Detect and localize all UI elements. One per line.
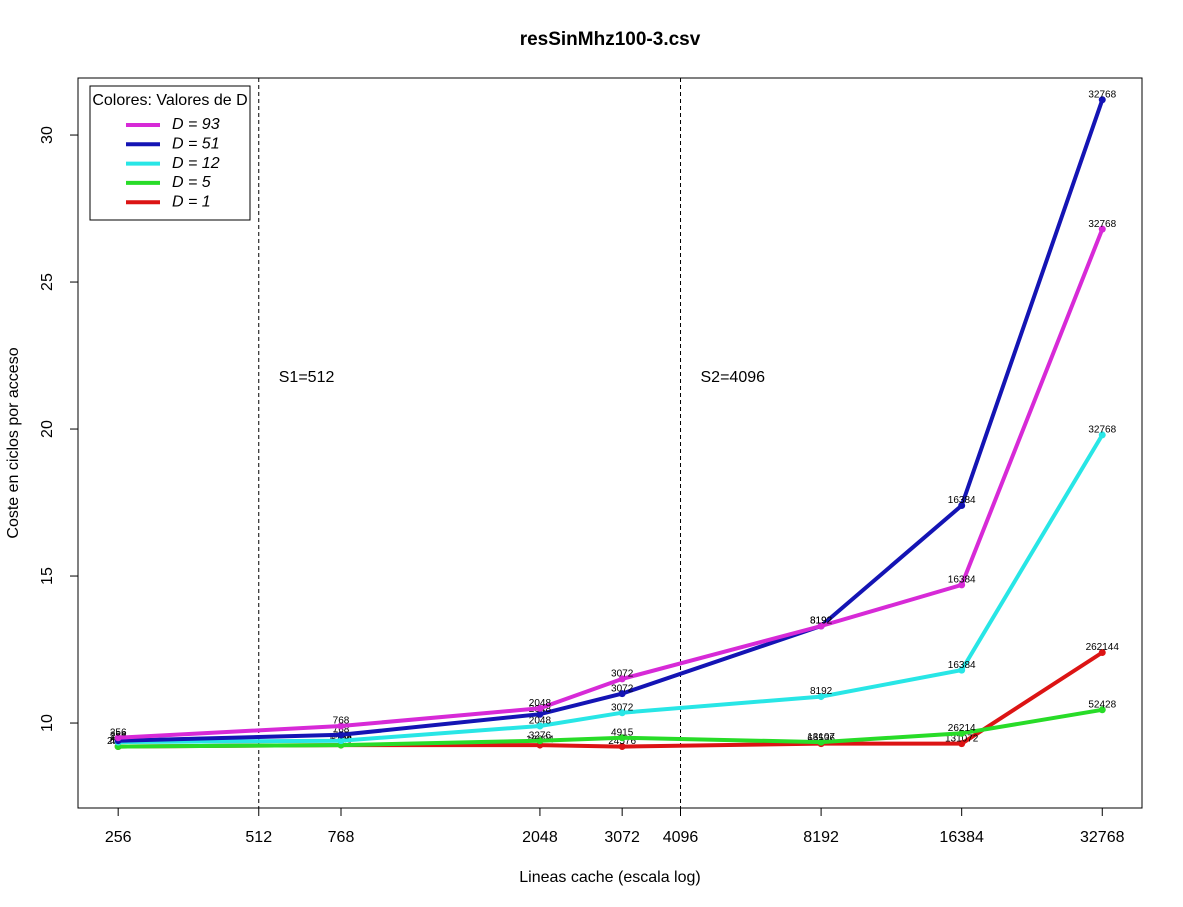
x-tick-label: 4096: [663, 829, 699, 846]
point: [1098, 431, 1106, 439]
point-label: 8192: [810, 616, 833, 627]
legend-box: [89, 85, 251, 221]
point: [618, 709, 626, 717]
point-label: 32768: [1088, 425, 1116, 436]
point-label: 3072: [611, 683, 634, 694]
point: [1098, 96, 1106, 104]
point: [114, 734, 122, 742]
point: [618, 743, 626, 751]
point-label: 3072: [611, 702, 634, 713]
point-label: 32768: [1088, 219, 1116, 230]
point: [958, 581, 966, 589]
point: [536, 710, 544, 718]
y-tick-label: 20: [39, 420, 56, 438]
point-label: 4915: [611, 727, 634, 738]
point: [337, 731, 345, 739]
legend-label: D = 93: [172, 116, 220, 133]
x-tick-label: 2048: [522, 829, 558, 846]
point: [618, 734, 626, 742]
point-label: 24576: [608, 736, 636, 747]
legend-label: D = 5: [172, 174, 211, 191]
x-axis-label: Lineas cache (escala log): [519, 869, 700, 886]
point: [958, 740, 966, 748]
point: [1098, 225, 1106, 233]
y-axis-label: Coste en ciclos por acceso: [5, 347, 22, 538]
point-label: 3072: [611, 669, 634, 680]
point: [1098, 648, 1106, 656]
legend-label: D = 12: [172, 155, 220, 172]
x-tick-label: 16384: [939, 829, 984, 846]
point-label: 16384: [948, 574, 976, 585]
y-tick-label: 25: [39, 273, 56, 291]
x-tick-label: 3072: [604, 829, 640, 846]
point: [337, 722, 345, 730]
x-tick-label: 768: [328, 829, 355, 846]
point: [958, 501, 966, 509]
y-tick-label: 30: [39, 126, 56, 144]
point: [817, 622, 825, 630]
point-label: 2048: [529, 716, 552, 727]
point-label: 16384: [948, 495, 976, 506]
point: [536, 737, 544, 745]
point-label: 32768: [1088, 89, 1116, 100]
legend-label: D = 51: [172, 136, 220, 153]
point-label: 262144: [1086, 642, 1120, 653]
point-label: 768: [333, 716, 350, 727]
point-label: 2048: [529, 698, 552, 709]
point-label: 8192: [810, 686, 833, 697]
point: [817, 738, 825, 746]
point: [1098, 706, 1106, 714]
point: [337, 737, 345, 745]
point: [958, 666, 966, 674]
point-label: 13107: [807, 732, 835, 743]
y-tick-label: 15: [39, 567, 56, 585]
x-tick-label: 512: [245, 829, 272, 846]
point: [618, 675, 626, 683]
legend-label: D = 1: [172, 193, 211, 210]
y-tick-label: 10: [39, 714, 56, 732]
point-label: 131072: [945, 733, 979, 744]
point: [618, 690, 626, 698]
chart-title: resSinMhz100-3.csv: [520, 29, 701, 50]
legend-title: Colores: Valores de D: [92, 92, 247, 109]
reference-label: S2=4096: [701, 369, 766, 386]
point-label: 8192: [810, 616, 833, 627]
point-label: 3276: [529, 730, 552, 741]
point: [536, 722, 544, 730]
x-tick-label: 8192: [803, 829, 839, 846]
point-label: 52428: [1088, 699, 1116, 710]
point-label: 26214: [948, 723, 976, 734]
point: [817, 693, 825, 701]
point-label: 256: [110, 727, 127, 738]
plot-frame: [77, 77, 1143, 809]
x-tick-label: 256: [105, 829, 132, 846]
reference-label: S1=512: [279, 369, 335, 386]
point-label: 768: [333, 724, 350, 735]
point: [958, 729, 966, 737]
x-tick-label: 32768: [1080, 829, 1125, 846]
point: [536, 704, 544, 712]
point-label: 16384: [948, 660, 976, 671]
